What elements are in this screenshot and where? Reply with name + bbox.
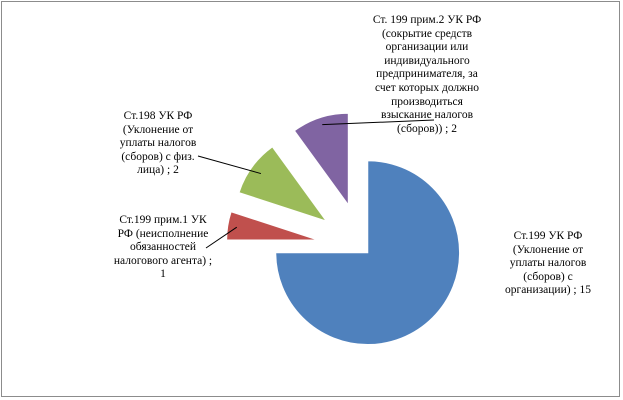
slice-st199-prim1: [225, 210, 319, 241]
data-label-st199: Ст.199 УК РФ (Уклонение от уплаты налого…: [504, 230, 591, 297]
slice-st198: [238, 145, 328, 223]
data-label-st198: Ст.198 УК РФ (Уклонение от уплаты налого…: [119, 110, 197, 177]
slice-st199-prim2: [293, 112, 350, 208]
slice-st199: [275, 160, 461, 346]
leader-line-st199-prim2: [322, 119, 435, 126]
data-label-st199-prim2: Ст. 199 прим.2 УК РФ (сокрытие средств о…: [372, 14, 482, 135]
leader-line-st198: [197, 155, 262, 175]
data-label-st199-prim1: Ст.199 прим.1 УК РФ (неисполнение обязан…: [113, 214, 213, 281]
leader-line-st199-prim1: [205, 226, 238, 249]
